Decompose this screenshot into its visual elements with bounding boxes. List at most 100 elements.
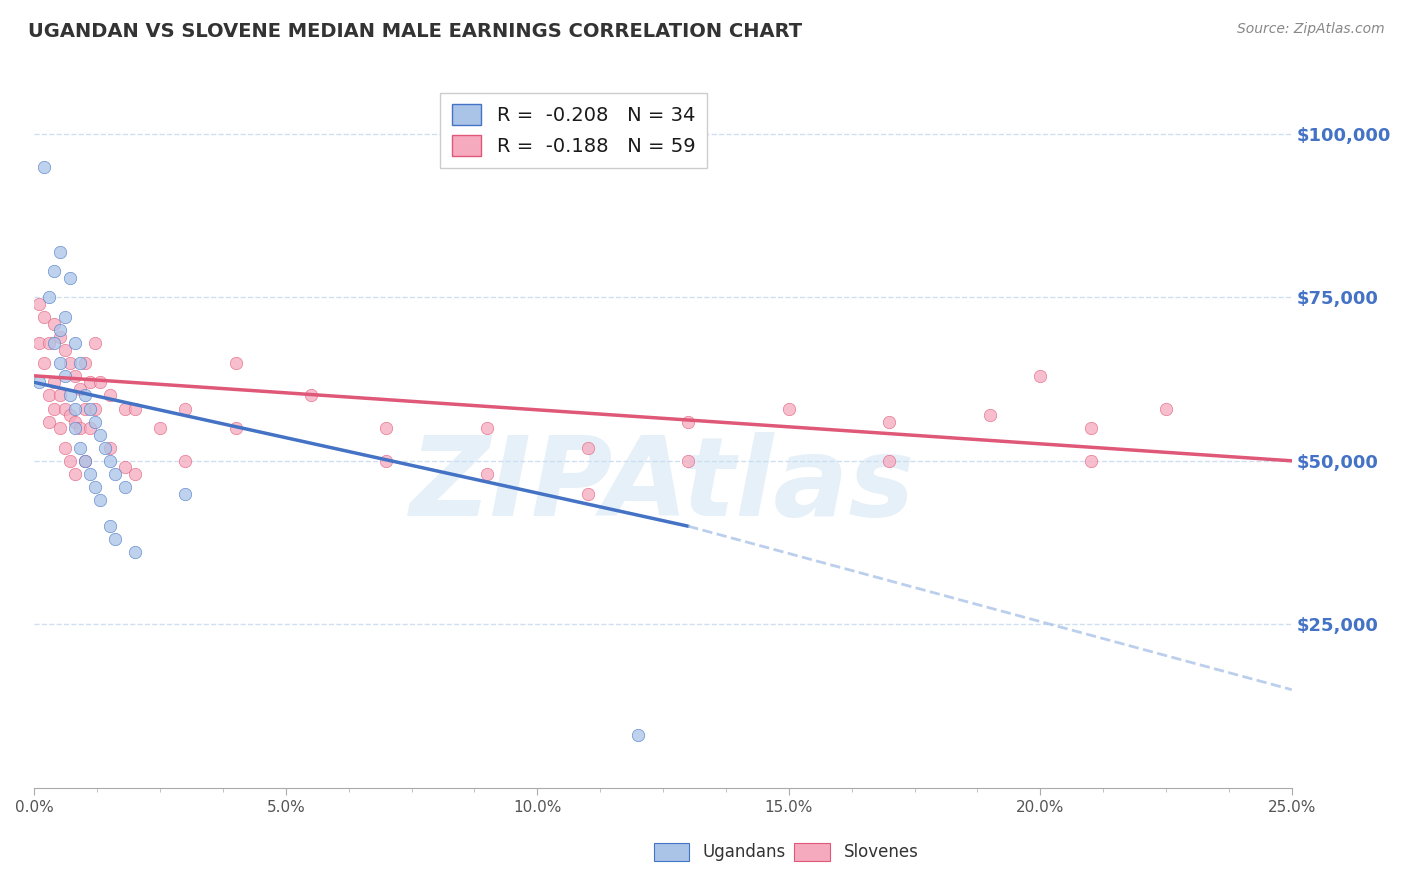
Point (83, 336, 105, 351)
Text: ZIPAtlas: ZIPAtlas (411, 433, 915, 539)
Point (149, 421, 172, 435)
Point (48, 244, 70, 259)
Point (676, 415, 699, 429)
Point (83, 401, 105, 416)
Point (124, 545, 146, 559)
Point (98, 388, 121, 402)
Point (48, 323, 70, 337)
Point (225, 421, 247, 435)
Point (104, 533, 127, 547)
Point (979, 408, 1001, 422)
Point (104, 467, 127, 481)
Point (576, 486, 599, 500)
Point (44, 376, 66, 390)
Text: Slovenes: Slovenes (844, 843, 918, 861)
Point (98, 441, 121, 455)
Point (114, 480, 136, 494)
Point (879, 415, 901, 429)
Point (63, 368, 86, 383)
Point (83, 480, 105, 494)
Point (28, 297, 51, 311)
Point (124, 467, 146, 481)
Point (34, 356, 56, 370)
Point (63, 467, 86, 481)
Point (58, 408, 80, 422)
Point (53, 401, 76, 416)
Point (28, 336, 51, 351)
Point (48, 421, 70, 435)
Point (53, 441, 76, 455)
Point (38, 290, 60, 304)
Point (63, 336, 86, 351)
Point (44, 401, 66, 416)
Point (53, 368, 76, 383)
Point (375, 454, 398, 468)
Text: Source: ZipAtlas.com: Source: ZipAtlas.com (1237, 22, 1385, 37)
Point (98, 519, 121, 533)
Point (89, 376, 111, 390)
Point (44, 317, 66, 331)
Text: UGANDAN VS SLOVENE MEDIAN MALE EARNINGS CORRELATION CHART: UGANDAN VS SLOVENE MEDIAN MALE EARNINGS … (28, 22, 803, 41)
Point (73, 401, 96, 416)
Point (94, 441, 117, 455)
Point (58, 454, 80, 468)
Point (79, 421, 101, 435)
Point (83, 415, 105, 429)
Point (375, 421, 398, 435)
Point (114, 401, 136, 416)
Point (79, 401, 101, 416)
Point (174, 454, 197, 468)
Text: Ugandans: Ugandans (703, 843, 786, 861)
Point (38, 388, 60, 402)
Point (53, 343, 76, 357)
Point (225, 356, 247, 370)
Point (38, 336, 60, 351)
Point (73, 388, 96, 402)
Point (63, 421, 86, 435)
Point (73, 356, 96, 370)
Point (475, 467, 498, 481)
Point (79, 376, 101, 390)
Point (34, 160, 56, 174)
Point (1154, 401, 1177, 416)
Point (299, 388, 322, 402)
Point (38, 415, 60, 429)
Point (58, 270, 80, 285)
Point (73, 454, 96, 468)
Point (1029, 368, 1052, 383)
Point (44, 264, 66, 278)
Point (63, 401, 86, 416)
Point (58, 388, 80, 402)
Point (879, 454, 901, 468)
Point (34, 310, 56, 324)
Point (48, 356, 70, 370)
Point (89, 427, 111, 442)
Point (69, 421, 91, 435)
Point (28, 376, 51, 390)
Point (676, 454, 699, 468)
Point (48, 388, 70, 402)
Point (69, 441, 91, 455)
Point (69, 356, 91, 370)
Point (475, 421, 498, 435)
Point (48, 329, 70, 343)
Point (1080, 454, 1102, 468)
Point (63, 415, 86, 429)
Point (114, 460, 136, 475)
Point (53, 310, 76, 324)
Point (73, 454, 96, 468)
Point (124, 401, 146, 416)
Point (98, 454, 121, 468)
Point (89, 493, 111, 508)
Point (627, 728, 650, 742)
Point (79, 467, 101, 481)
Point (174, 486, 197, 500)
Point (58, 356, 80, 370)
Point (174, 401, 197, 416)
Point (69, 382, 91, 396)
Legend: R =  -0.208   N = 34, R =  -0.188   N = 59: R = -0.208 N = 34, R = -0.188 N = 59 (440, 93, 707, 168)
Point (44, 336, 66, 351)
Point (576, 441, 599, 455)
Point (778, 401, 800, 416)
Point (1080, 421, 1102, 435)
